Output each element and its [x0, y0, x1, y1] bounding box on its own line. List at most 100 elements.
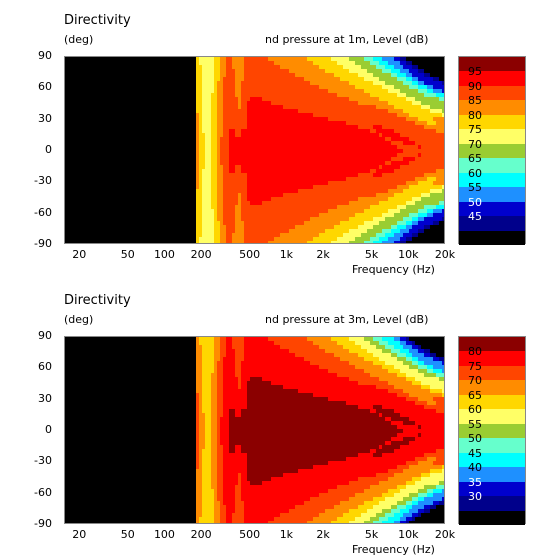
- heatmap-cell: [253, 93, 257, 98]
- heatmap-cell: [289, 69, 293, 74]
- heatmap-cell: [223, 373, 227, 378]
- heatmap-cell: [334, 237, 338, 242]
- heatmap-cell: [244, 513, 248, 518]
- heatmap-cell: [412, 205, 416, 210]
- heatmap-cell: [238, 225, 242, 230]
- heatmap-cell: [247, 377, 251, 382]
- heatmap-cell: [388, 209, 392, 214]
- heatmap-cell: [328, 217, 332, 222]
- heatmap-cell: [226, 405, 230, 410]
- heatmap-cell: [229, 389, 233, 394]
- heatmap-cell: [343, 217, 347, 222]
- heatmap-cell: [343, 225, 347, 230]
- heatmap-cell: [301, 57, 305, 62]
- heatmap-cell: [217, 429, 221, 434]
- heatmap-cell: [277, 125, 281, 130]
- heatmap-cell: [415, 69, 419, 74]
- heatmap-cell: [424, 121, 428, 126]
- heatmap-cell: [241, 229, 245, 234]
- heatmap-cell: [385, 201, 389, 206]
- heatmap-cell: [376, 61, 380, 66]
- heatmap-cell: [196, 145, 200, 150]
- heatmap-cell: [196, 441, 200, 446]
- heatmap-cell: [223, 97, 227, 102]
- heatmap-cell: [199, 121, 203, 126]
- heatmap-cell: [439, 181, 443, 186]
- legend-swatch: [459, 216, 525, 232]
- heatmap-cell: [226, 133, 230, 138]
- heatmap-cell: [205, 165, 209, 170]
- heatmap-cell: [253, 449, 257, 454]
- heatmap-cell: [418, 241, 422, 243]
- heatmap-cell: [442, 61, 444, 66]
- heatmap-cell: [214, 149, 218, 154]
- heatmap-cell: [334, 117, 338, 122]
- heatmap-cell: [238, 453, 242, 458]
- heatmap-cell: [223, 437, 227, 442]
- heatmap-cell: [388, 161, 392, 166]
- heatmap-cell: [286, 85, 290, 90]
- heatmap-cell: [409, 197, 413, 202]
- heatmap-cell: [334, 193, 338, 198]
- heatmap-cell: [199, 429, 203, 434]
- heatmap-cell: [298, 165, 302, 170]
- heatmap-cell: [208, 497, 212, 502]
- heatmap-cell: [442, 165, 444, 170]
- heatmap-cell: [322, 81, 326, 86]
- heatmap-cell: [439, 177, 443, 182]
- heatmap-cell: [394, 149, 398, 154]
- heatmap-cell: [229, 489, 233, 494]
- heatmap-cell: [211, 509, 215, 514]
- heatmap-cell: [226, 221, 230, 226]
- heatmap-cell: [373, 109, 377, 114]
- heatmap-cell: [370, 209, 374, 214]
- heatmap-cell: [229, 225, 233, 230]
- heatmap-cell: [415, 109, 419, 114]
- heatmap-cell: [325, 121, 329, 126]
- heatmap-cell: [202, 357, 206, 362]
- heatmap-cell: [262, 129, 266, 134]
- heatmap-cell: [229, 61, 233, 66]
- heatmap-cell: [211, 89, 215, 94]
- heatmap-cell: [367, 169, 371, 174]
- heatmap-cell: [307, 73, 311, 78]
- heatmap-cell: [262, 161, 266, 166]
- heatmap-cell: [412, 113, 416, 118]
- heatmap-cell: [391, 121, 395, 126]
- heatmap-cell: [427, 189, 431, 194]
- heatmap-cell: [256, 65, 260, 70]
- heatmap-cell: [313, 233, 317, 238]
- heatmap-cell: [385, 137, 389, 142]
- heatmap-cell: [217, 385, 221, 390]
- heatmap-cell: [385, 93, 389, 98]
- heatmap-cell: [442, 89, 444, 94]
- heatmap-cell: [238, 421, 242, 426]
- heatmap-cell: [382, 201, 386, 206]
- heatmap-cell: [199, 205, 203, 210]
- heatmap-cell: [364, 93, 368, 98]
- heatmap-cell: [265, 185, 269, 190]
- heatmap-cell: [211, 233, 215, 238]
- heatmap-cell: [244, 377, 248, 382]
- heatmap-cell: [367, 189, 371, 194]
- heatmap-cell: [241, 385, 245, 390]
- heatmap-cell: [295, 213, 299, 218]
- heatmap-cell: [277, 137, 281, 142]
- heatmap-cell: [370, 109, 374, 114]
- heatmap-cell: [208, 201, 212, 206]
- heatmap-cell: [427, 57, 431, 62]
- heatmap-cell: [196, 121, 200, 126]
- heatmap-cell: [259, 57, 263, 62]
- heatmap-cell: [349, 193, 353, 198]
- heatmap-cell: [220, 65, 224, 70]
- heatmap-cell: [295, 185, 299, 190]
- heatmap-cell: [283, 89, 287, 94]
- heatmap-cell: [406, 241, 410, 243]
- heatmap-cell: [301, 101, 305, 106]
- heatmap-cell: [253, 377, 257, 382]
- heatmap-cell: [253, 185, 257, 190]
- heatmap-cell: [367, 157, 371, 162]
- heatmap-cell: [418, 209, 422, 214]
- heatmap-cell: [220, 417, 224, 422]
- heatmap-cell: [322, 189, 326, 194]
